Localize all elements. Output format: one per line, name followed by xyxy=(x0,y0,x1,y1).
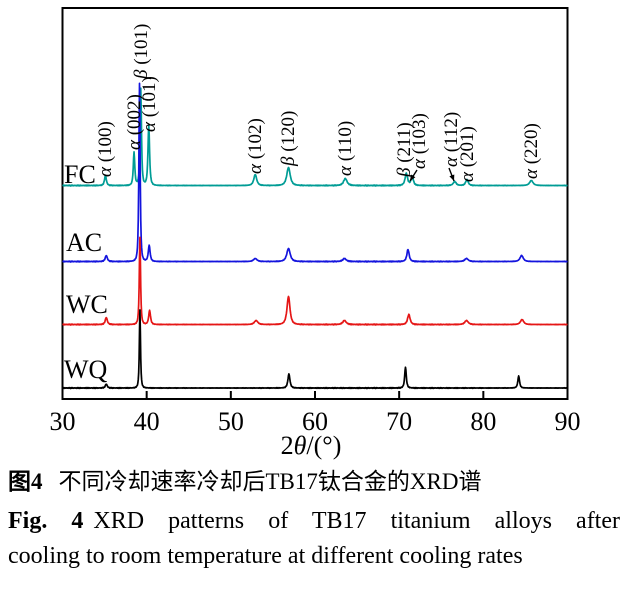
peak-label-α(101): α (101) xyxy=(139,76,160,132)
caption-english-line2: cooling to room temperature at different… xyxy=(8,543,523,569)
caption-chinese: 图4 不同冷却速率冷却后TB17钛合金的XRD谱 xyxy=(8,466,620,498)
peak-label-text: α (110) xyxy=(335,121,356,176)
x-tick-label: 80 xyxy=(470,407,496,436)
peak-label-α(110): α (110) xyxy=(335,121,356,176)
caption-english-line1: Fig. 4 XRD patterns of TB17 titanium allo… xyxy=(8,504,620,539)
peak-label-α(112): α (112) xyxy=(441,112,462,167)
x-tick-label: 30 xyxy=(50,407,76,436)
figure-caption: 图4 不同冷却速率冷却后TB17钛合金的XRD谱 Fig. 4 XRD patter… xyxy=(0,460,628,574)
peak-label-text: α (201) xyxy=(457,126,478,182)
curve-label-FC: FC xyxy=(64,160,96,189)
peak-label-α(103): α (103) xyxy=(409,113,430,169)
peak-label-β(211): β (211) xyxy=(394,122,415,178)
caption-chinese-text: 不同冷却速率冷却后TB17钛合金的XRD谱 xyxy=(58,469,482,494)
xrd-curve-FC xyxy=(62,87,568,187)
peak-label-β(120): β (120) xyxy=(278,111,299,167)
peak-label-text: β (211) xyxy=(394,122,415,178)
annotation-arrowhead xyxy=(449,174,455,181)
peak-label-text: β (101) xyxy=(131,24,152,80)
x-tick-label: 90 xyxy=(555,407,581,436)
caption-english-text1: XRD patterns of TB17 titanium alloys aft… xyxy=(93,508,620,534)
peak-label-β(101): β (101) xyxy=(131,24,152,80)
xrd-curve-WC xyxy=(62,236,568,326)
peak-label-text: β (120) xyxy=(278,111,299,167)
peak-label-α(100): α (100) xyxy=(95,121,116,177)
x-tick-label: 70 xyxy=(386,407,412,436)
caption-english-label: Fig. 4 xyxy=(8,508,84,534)
peak-label-α(102): α (102) xyxy=(245,118,266,174)
curve-label-WC: WC xyxy=(66,290,108,319)
peak-label-text: α (101) xyxy=(139,76,160,132)
x-tick-label: 50 xyxy=(218,407,244,436)
xrd-figure: 30 40 50 60 70 80 90 2θ/(°) FC AC WC WQ α (100) α (00… xyxy=(50,7,581,460)
annotation-arrowhead xyxy=(410,174,416,181)
plot-border xyxy=(61,7,569,400)
xrd-curve-WQ xyxy=(62,309,568,390)
peak-label-α(002): α (002) xyxy=(124,94,145,150)
x-tick-label: 40 xyxy=(134,407,160,436)
xrd-curve-AC xyxy=(62,82,568,263)
peak-label-text: α (112) xyxy=(441,112,462,167)
peak-label-text: α (103) xyxy=(409,113,430,169)
x-tick-label: 60 xyxy=(302,407,328,436)
caption-chinese-label: 图4 xyxy=(8,469,43,494)
peak-label-text: α (100) xyxy=(95,121,116,177)
peak-label-α(201): α (201) xyxy=(457,126,478,182)
curve-label-AC: AC xyxy=(66,228,102,257)
xrd-chart: 30 40 50 60 70 80 90 2θ/(°) FC AC WC WQ α (100) α (00… xyxy=(50,7,581,460)
x-axis-title: 2θ/(°) xyxy=(281,431,342,460)
peak-label-text: α (002) xyxy=(124,94,145,150)
peak-label-α(220): α (220) xyxy=(521,123,542,179)
peak-label-text: α (220) xyxy=(521,123,542,179)
curve-label-WQ: WQ xyxy=(64,355,108,384)
peak-label-text: α (102) xyxy=(245,118,266,174)
